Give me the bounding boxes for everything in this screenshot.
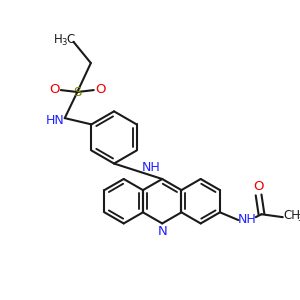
Text: 3: 3 [61, 38, 67, 47]
Text: NH: NH [141, 161, 160, 174]
Text: S: S [73, 85, 82, 98]
Text: NH: NH [238, 213, 256, 226]
Text: H: H [54, 33, 62, 46]
Text: O: O [253, 180, 264, 193]
Text: HN: HN [46, 113, 64, 127]
Text: O: O [49, 82, 59, 96]
Text: N: N [157, 225, 167, 238]
Text: O: O [95, 82, 106, 96]
Text: CH: CH [283, 209, 300, 222]
Text: C: C [66, 33, 75, 46]
Text: 3: 3 [298, 214, 300, 223]
